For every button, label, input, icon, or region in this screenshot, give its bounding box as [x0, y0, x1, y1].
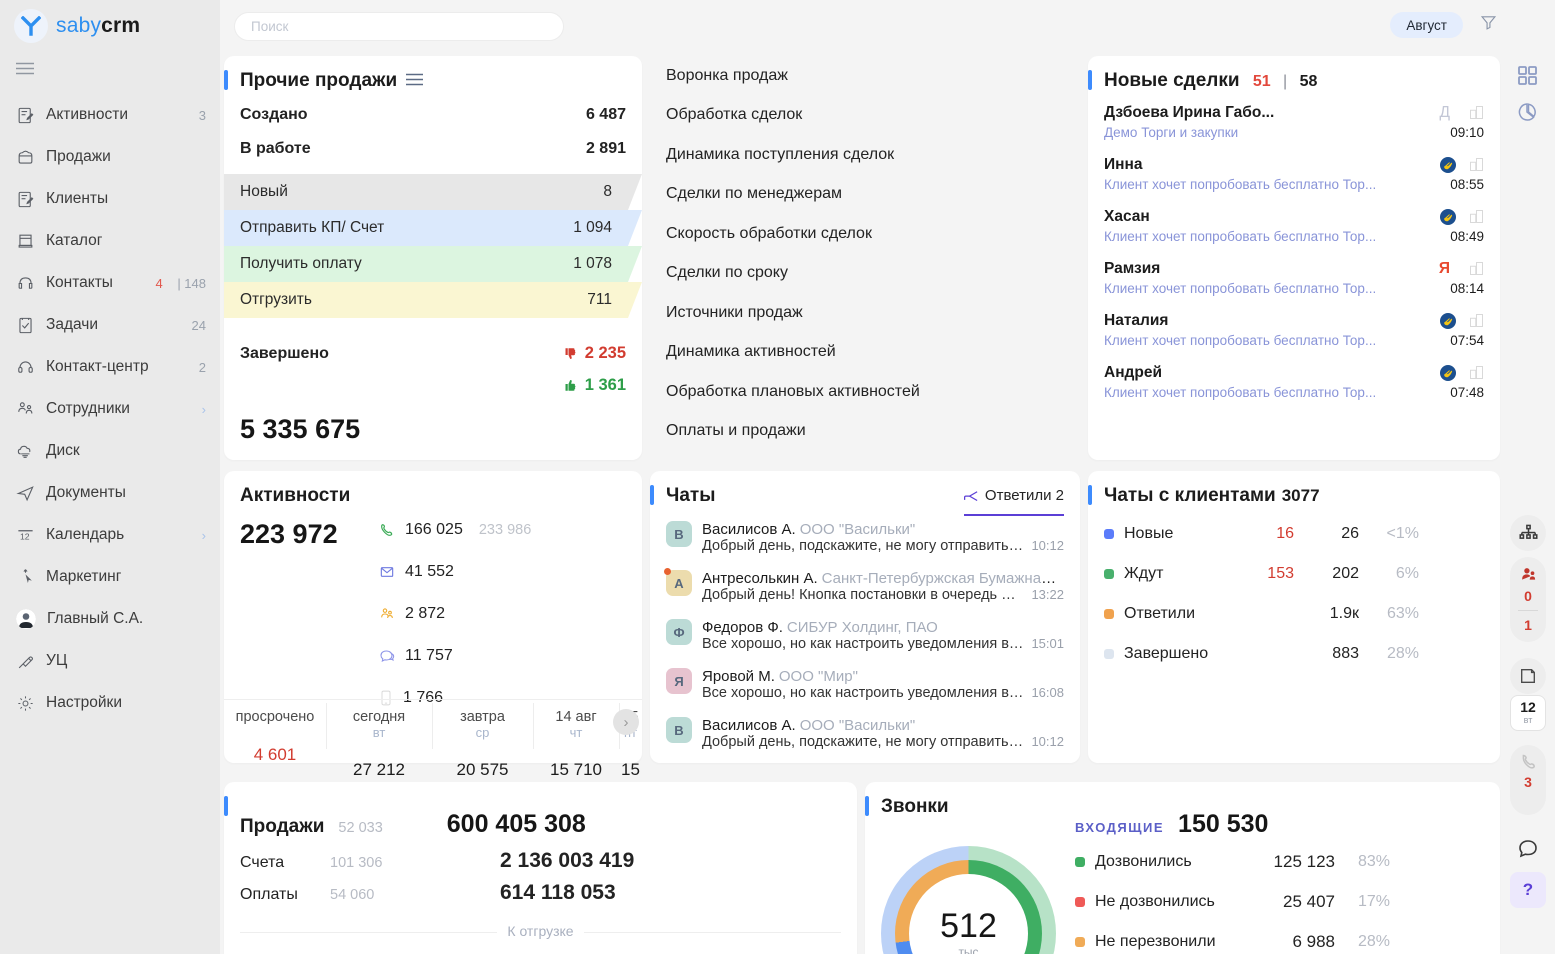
svg-text:12: 12 — [20, 531, 30, 541]
